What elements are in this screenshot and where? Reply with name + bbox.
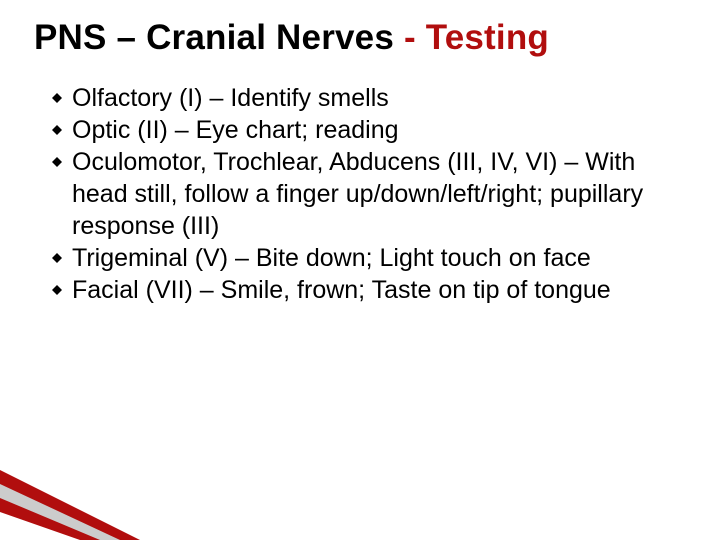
list-item: Trigeminal (V) – Bite down; Light touch … — [52, 242, 686, 274]
bullet-list: Olfactory (I) – Identify smells Optic (I… — [34, 82, 686, 306]
list-item: Olfactory (I) – Identify smells — [52, 82, 686, 114]
slide: PNS – Cranial Nerves - Testing Olfactory… — [0, 0, 720, 540]
list-item-text: Oculomotor, Trochlear, Abducens (III, IV… — [72, 148, 643, 240]
title-plain: PNS – Cranial Nerves — [34, 18, 404, 57]
corner-decoration — [0, 470, 150, 540]
list-item-text: Olfactory (I) – Identify smells — [72, 84, 389, 112]
list-item: Optic (II) – Eye chart; reading — [52, 114, 686, 146]
title-accent: - Testing — [404, 18, 549, 57]
list-item-text: Facial (VII) – Smile, frown; Taste on ti… — [72, 276, 611, 304]
slide-title: PNS – Cranial Nerves - Testing — [34, 18, 686, 58]
list-item-text: Trigeminal (V) – Bite down; Light touch … — [72, 244, 591, 272]
list-item: Oculomotor, Trochlear, Abducens (III, IV… — [52, 146, 686, 242]
list-item: Facial (VII) – Smile, frown; Taste on ti… — [52, 274, 686, 306]
list-item-text: Optic (II) – Eye chart; reading — [72, 116, 399, 144]
